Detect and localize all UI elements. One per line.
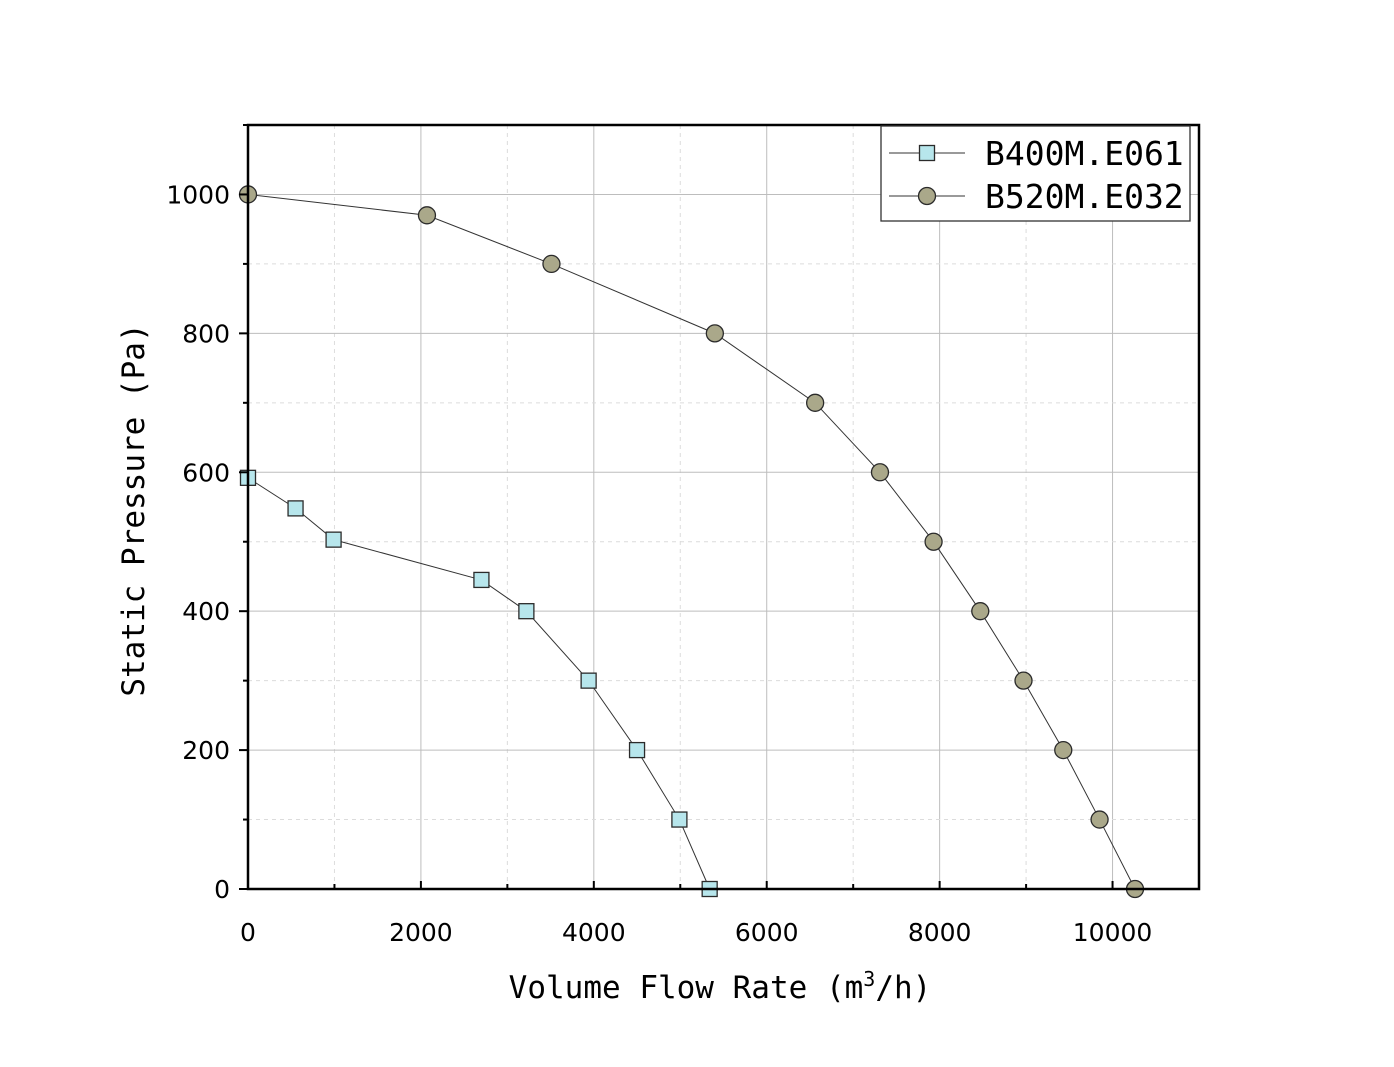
y-tick-label: 800 — [182, 319, 230, 348]
series-1-point — [628, 741, 646, 759]
series-2-point — [924, 532, 943, 551]
series-2-point — [971, 602, 990, 621]
legend-label-2: B520M.E032 — [985, 177, 1184, 216]
x-tick-label: 8000 — [908, 918, 972, 947]
series-2-point — [1054, 740, 1073, 760]
series-2-point — [1014, 671, 1033, 690]
y-tick-label: 600 — [182, 458, 230, 487]
y-tick-label: 0 — [214, 875, 230, 904]
series-1-point — [518, 603, 535, 620]
x-axis-title-sup: 3 — [863, 967, 875, 991]
series-2-point — [417, 206, 437, 225]
tick-labels: 0 2000 4000 6000 8000 10000 0 200 400 600 800 1000 — [166, 180, 1152, 947]
grid — [248, 125, 1199, 889]
series-2-point — [542, 254, 561, 274]
series-1-point — [473, 571, 490, 589]
x-tick-label: 2000 — [389, 918, 453, 947]
series-line-1 — [247, 477, 711, 890]
x-axis-title-main: Volume Flow Rate (m — [509, 970, 864, 1006]
y-tick-label: 400 — [182, 597, 230, 626]
series-1-point — [671, 811, 688, 828]
legend-label-1: B400M.E061 — [985, 134, 1184, 173]
series-2-point — [1090, 810, 1109, 829]
plot-frame — [246, 123, 1201, 891]
x-axis-title-tail: /h) — [875, 970, 931, 1006]
x-tick-label: 4000 — [562, 918, 626, 947]
y-tick-label: 200 — [182, 736, 230, 765]
x-tick-label: 6000 — [735, 918, 799, 947]
series-1-point — [287, 500, 304, 517]
x-axis-title: Volume Flow Rate (m3/h) — [509, 967, 932, 1006]
legend-marker-2 — [917, 186, 937, 206]
series-line-2 — [247, 193, 1136, 890]
ticks — [239, 124, 1200, 890]
legend: B400M.E061 B520M.E032 — [880, 125, 1191, 222]
series-2-point — [705, 324, 725, 343]
series-2-point — [805, 393, 825, 412]
x-tick-label: 10000 — [1073, 918, 1153, 947]
x-tick-label: 0 — [240, 918, 256, 947]
y-tick-label: 1000 — [166, 180, 230, 209]
series-1-point — [325, 531, 342, 548]
y-axis-title: Static Pressure (Pa) — [116, 323, 152, 696]
legend-box — [880, 125, 1191, 222]
series-1-point — [580, 672, 597, 689]
series-2-point — [870, 463, 890, 482]
series-markers — [238, 185, 1145, 899]
legend-marker-1 — [918, 144, 936, 162]
